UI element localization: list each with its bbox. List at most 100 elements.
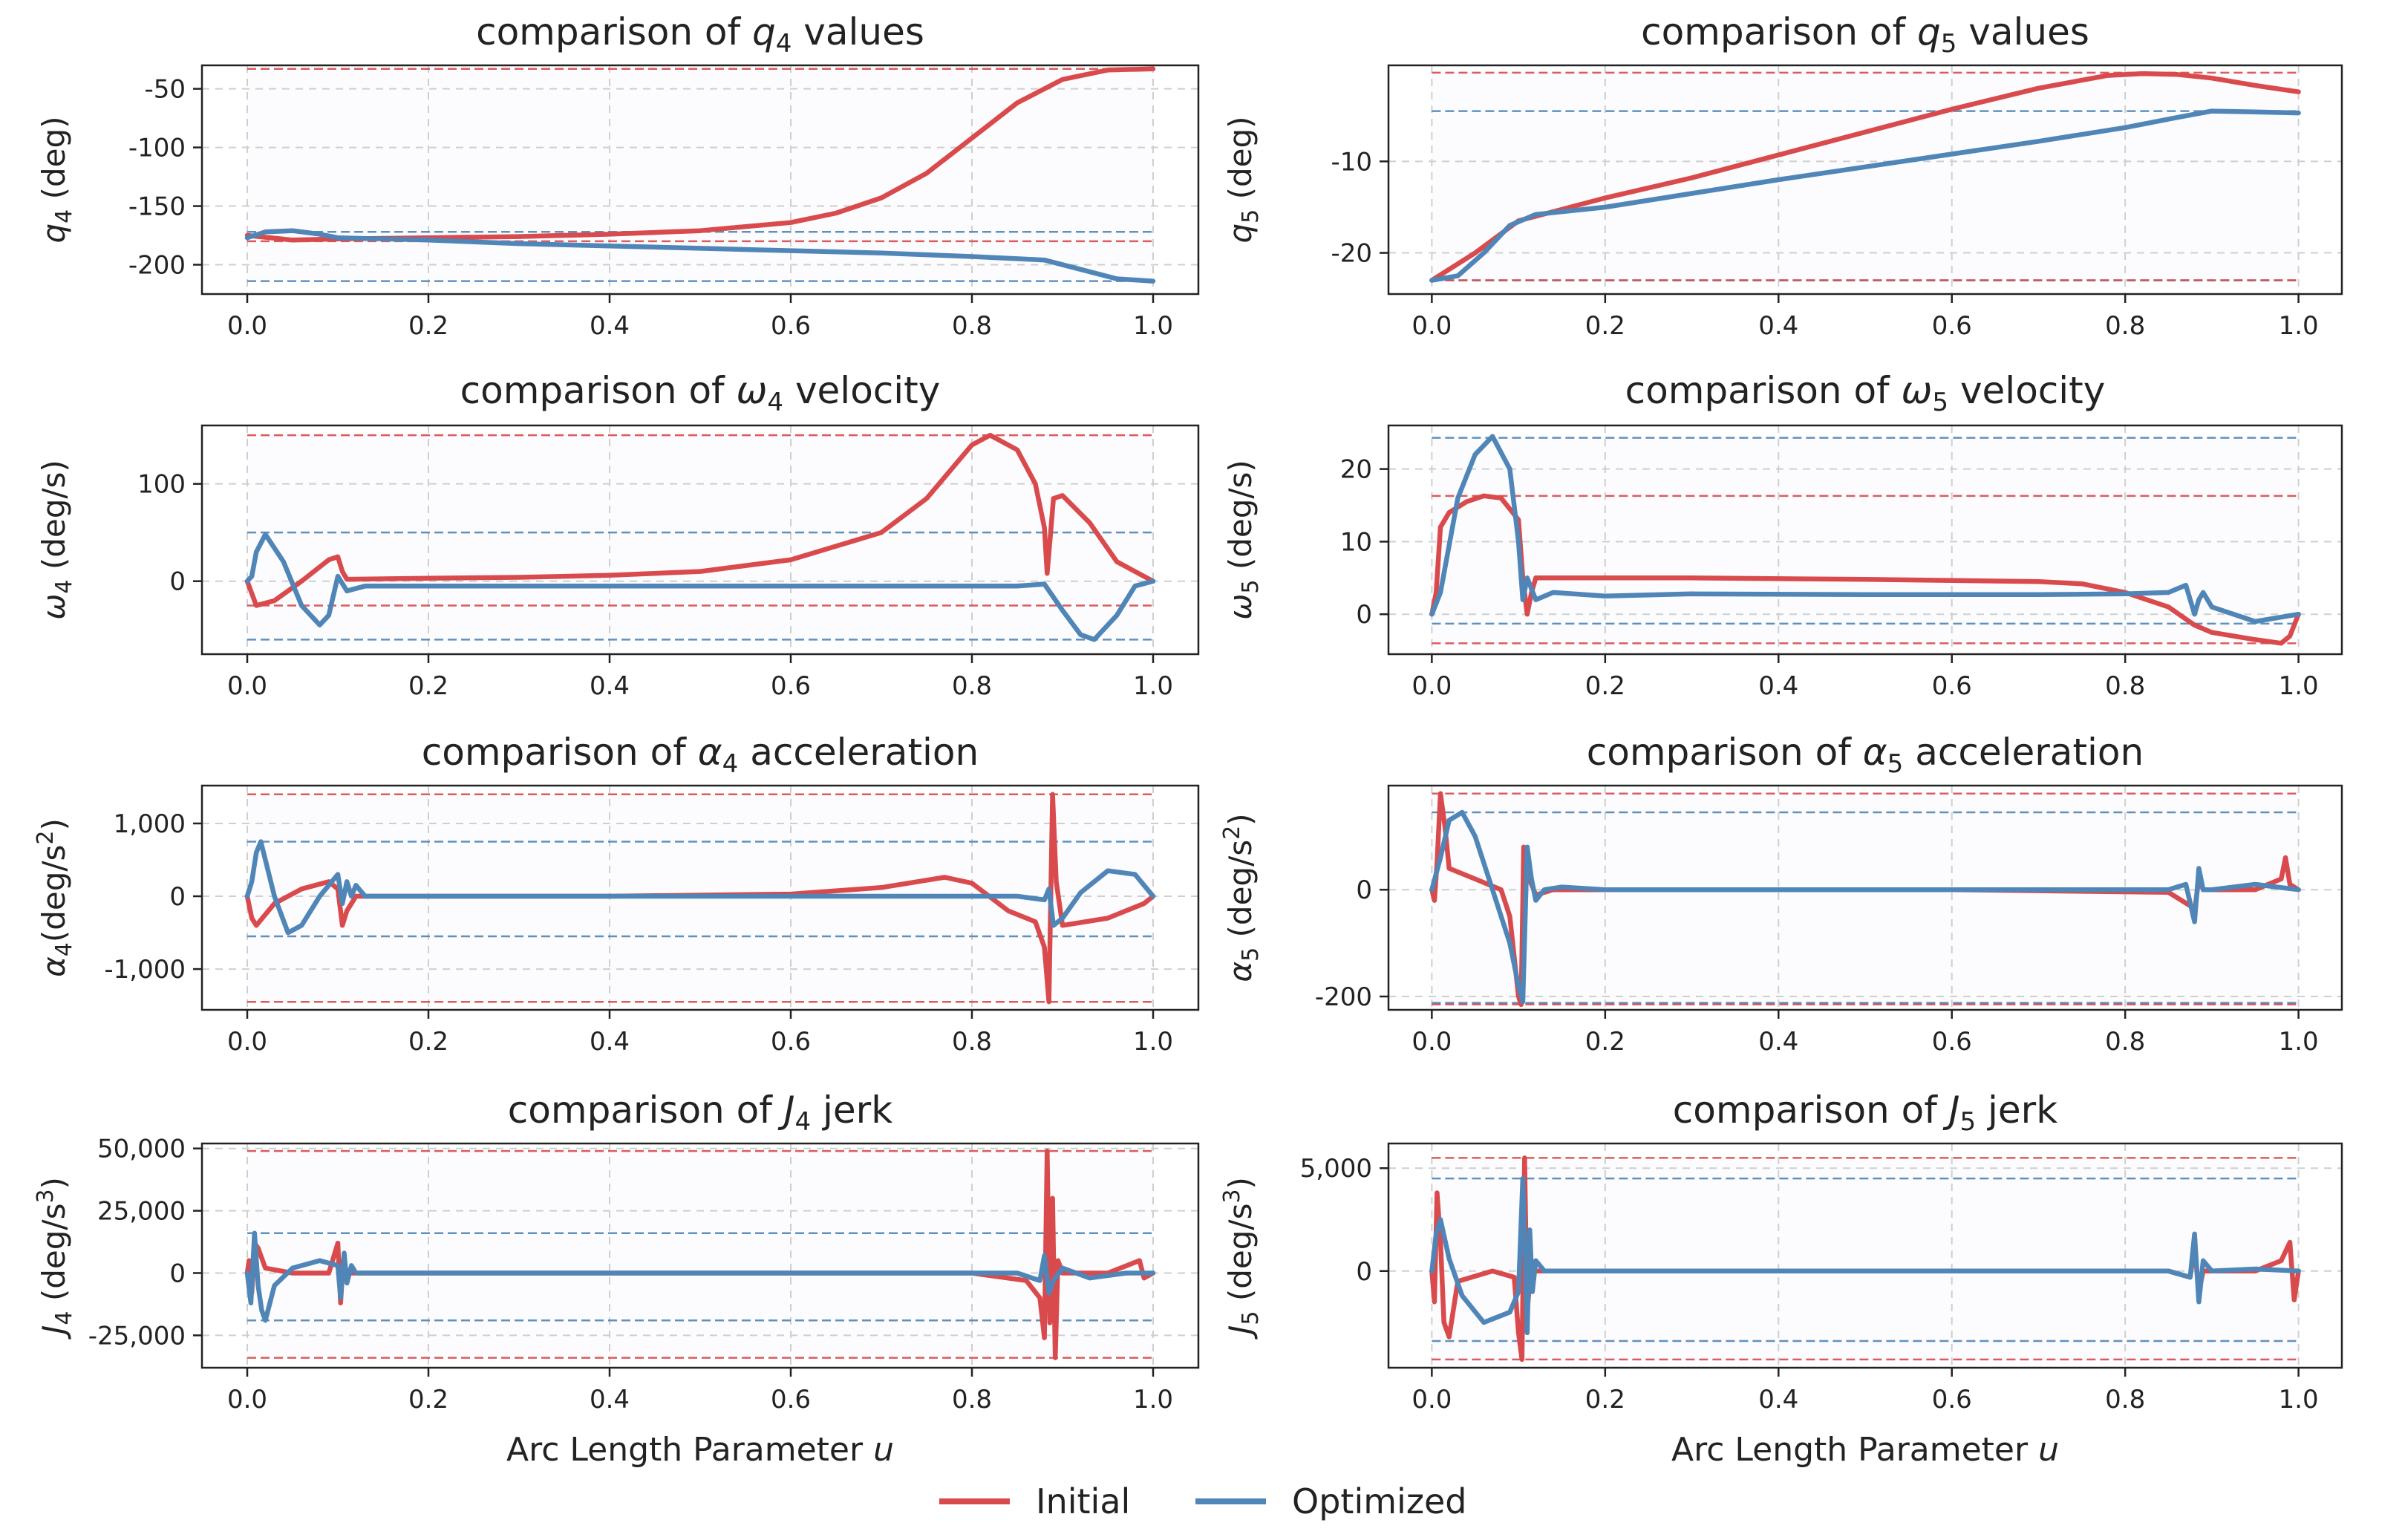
y-tick-label: 0 [169, 1259, 186, 1288]
limit-band [247, 435, 1153, 640]
y-tick-label: -1,000 [104, 955, 186, 985]
limit-band [247, 1151, 1153, 1358]
x-tick-label: 0.6 [1932, 1385, 1972, 1415]
x-tick-label: 0.2 [408, 311, 448, 341]
x-tick-label: 0.6 [771, 311, 811, 341]
limit-band [1432, 1158, 2299, 1360]
series-optimized [244, 839, 1156, 936]
x-tick-label: 0.2 [408, 1385, 448, 1415]
x-tick-label: 0.4 [1758, 671, 1798, 701]
chart-title: comparison of q4 values [476, 10, 924, 59]
y-axis-label: q4 (deg) [36, 116, 77, 243]
x-tick-label: 0.2 [1585, 671, 1625, 701]
y-tick-label: 0 [1356, 1257, 1372, 1287]
plot-frame [200, 424, 1200, 656]
y-axis-label: ω5 (deg/s) [1222, 460, 1264, 620]
x-tick-label: 0.2 [1585, 311, 1625, 341]
chart-j4: 0.0 0.2 0.4 0.6 0.8 1.0 50,000 25,000 0 -25,000 co… [33, 1089, 1200, 1469]
x-tick-label: 0.2 [1585, 1027, 1625, 1057]
chart-title: comparison of α4 acceleration [422, 731, 979, 779]
y-tick-label: 0 [169, 567, 186, 597]
chart-a4: 0.0 0.2 0.4 0.6 0.8 1.0 1,000 0 -1,000 comparison… [33, 731, 1200, 1057]
x-tick-label: 0.8 [2105, 671, 2145, 701]
plot-frame [1387, 424, 2343, 656]
series-optimized [244, 228, 1156, 284]
y-tick-label: 50,000 [97, 1135, 186, 1164]
x-tick-label: 0.6 [771, 1027, 811, 1057]
x-tick-label: 0.4 [590, 1027, 630, 1057]
y-tick-label: -50 [144, 75, 186, 105]
limit-band [1432, 437, 2299, 644]
chart-title: comparison of q5 values [1641, 10, 2089, 59]
x-tick-label: 0.2 [408, 1027, 448, 1057]
chart-q4: 0.0 0.2 0.4 0.6 0.8 1.0 -50 -100 -150 -200 compari… [36, 10, 1200, 341]
x-tick-label: 0.8 [952, 311, 992, 341]
panels: 0.0 0.2 0.4 0.6 0.8 1.0-50-100-150-200compari… [33, 10, 2343, 1469]
chart-a5: 0.0 0.2 0.4 0.6 0.8 1.0 0 -200 comparison of α5 … [1219, 731, 2343, 1057]
x-tick-label: 0.8 [2105, 1385, 2145, 1415]
x-tick-label: 1.0 [1133, 311, 1173, 341]
y-tick-label: 100 [137, 470, 186, 500]
chart-title: comparison of J4 jerk [508, 1089, 892, 1137]
x-tick-label: 0.0 [227, 311, 267, 341]
x-tick-label: 0.6 [771, 671, 811, 701]
chart-title: comparison of J5 jerk [1673, 1089, 2057, 1137]
y-axis-label: J4 (deg/s3) [33, 1177, 77, 1340]
y-tick-label: -20 [1331, 239, 1372, 269]
y-tick-label: 10 [1340, 527, 1372, 557]
x-tick-label: 0.6 [1932, 671, 1972, 701]
x-tick-label: 0.0 [227, 671, 267, 701]
x-tick-label: 0.8 [2105, 1027, 2145, 1057]
y-tick-label: 0 [1356, 600, 1372, 630]
x-tick-label: 0.2 [1585, 1385, 1625, 1415]
x-tick-label: 0.0 [1411, 1027, 1452, 1057]
plot-frame [1387, 1142, 2343, 1369]
y-axis-label: q5 (deg) [1222, 116, 1264, 243]
x-tick-label: 0.4 [590, 1385, 630, 1415]
x-tick-label: 1.0 [2279, 311, 2319, 341]
x-tick-label: 0.0 [227, 1027, 267, 1057]
x-tick-label: 0.4 [1758, 311, 1798, 341]
x-axis-label: Arc Length Parameter u [1671, 1431, 2059, 1469]
x-tick-label: 0.2 [408, 671, 448, 701]
x-tick-label: 1.0 [2279, 1385, 2319, 1415]
x-tick-label: 0.8 [2105, 311, 2145, 341]
y-tick-label: 25,000 [97, 1197, 186, 1227]
plot-frame [200, 1142, 1200, 1369]
series-optimized [1429, 1175, 2301, 1336]
y-axis-label: ω4 (deg/s) [36, 460, 77, 620]
limit-band [247, 68, 1153, 281]
y-tick-label: -200 [128, 251, 186, 281]
chart-j5: 0.0 0.2 0.4 0.6 0.8 1.0 5,000 0 comparison of J5… [1219, 1089, 2343, 1469]
legend-label-optimized: Optimized [1292, 1481, 1466, 1521]
series-initial [1429, 493, 2301, 646]
x-tick-label: 0.8 [952, 1027, 992, 1057]
x-tick-label: 0.0 [1411, 1385, 1452, 1415]
chart-title: comparison of ω4 velocity [460, 369, 941, 417]
x-tick-label: 1.0 [1133, 1027, 1173, 1057]
x-tick-label: 0.4 [590, 671, 630, 701]
y-tick-label: -100 [128, 134, 186, 163]
legend-label-initial: Initial [1036, 1481, 1130, 1521]
series-initial [244, 792, 1156, 1005]
legend: Initial Optimized [939, 1481, 1466, 1521]
y-axis-label: J5 (deg/s3) [1219, 1177, 1264, 1340]
y-tick-label: 0 [169, 882, 186, 912]
chart-title: comparison of α5 acceleration [1587, 731, 2144, 779]
y-axis-label: α5 (deg/s2) [1219, 813, 1264, 982]
y-axis-label: α4(deg/s2) [33, 818, 77, 977]
x-tick-label: 0.6 [1932, 311, 1972, 341]
x-tick-label: 0.4 [1758, 1027, 1798, 1057]
x-tick-label: 0.4 [590, 311, 630, 341]
x-tick-label: 0.0 [1411, 671, 1452, 701]
y-tick-label: -200 [1315, 982, 1372, 1012]
chart-w4: 0.0 0.2 0.4 0.6 0.8 1.0 100 0 comparison of ω4 v… [36, 369, 1200, 701]
series-initial [244, 432, 1156, 608]
x-axis-label: Arc Length Parameter u [506, 1431, 894, 1469]
plot-frame [200, 64, 1200, 296]
limit-band [1432, 72, 2299, 281]
series-optimized [244, 1230, 1156, 1323]
series-optimized [1429, 434, 2301, 624]
chart-w5: 0.0 0.2 0.4 0.6 0.8 1.0 20 10 0 comparison of ω5 … [1222, 369, 2343, 701]
